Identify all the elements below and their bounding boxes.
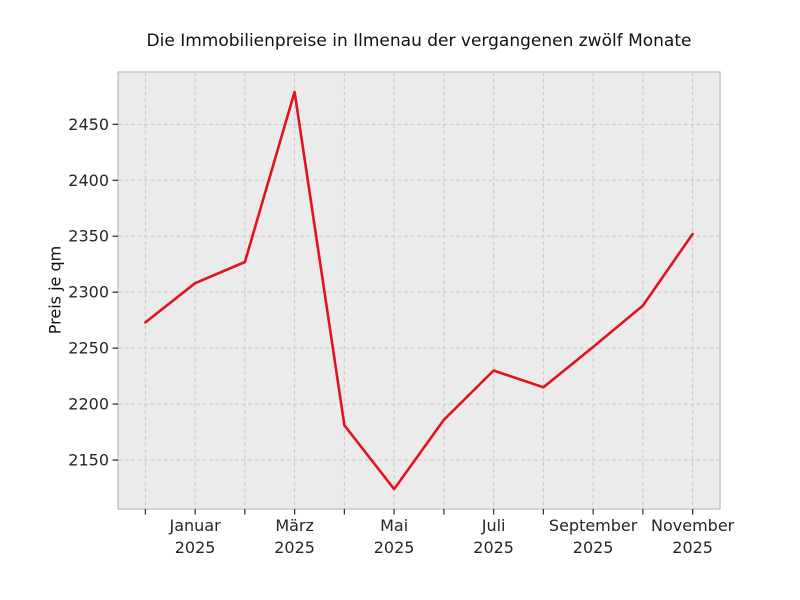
- plot-border: [117, 71, 721, 510]
- x-tick-label: November: [651, 516, 735, 535]
- x-tick-label: Juli: [481, 516, 506, 535]
- x-tick-label-year: 2025: [374, 538, 415, 557]
- y-tick-label: 2450: [68, 115, 109, 134]
- x-tick-label-year: 2025: [473, 538, 514, 557]
- y-tick-label: 2150: [68, 451, 109, 470]
- x-tick-label: März: [275, 516, 314, 535]
- y-tick-label: 2200: [68, 395, 109, 414]
- x-tick-label: Januar: [169, 516, 222, 535]
- x-tick-label: Mai: [380, 516, 408, 535]
- plot-background: [118, 72, 720, 509]
- y-tick-label: 2250: [68, 339, 109, 358]
- x-tick-label: September: [549, 516, 638, 535]
- x-tick-label-year: 2025: [672, 538, 713, 557]
- y-tick-label: 2400: [68, 171, 109, 190]
- x-tick-label-year: 2025: [573, 538, 614, 557]
- x-tick-label-year: 2025: [274, 538, 315, 557]
- y-tick-label: 2300: [68, 283, 109, 302]
- y-tick-label: 2350: [68, 227, 109, 246]
- x-tick-label-year: 2025: [175, 538, 216, 557]
- price-line: [144, 90, 694, 491]
- chart-title: Die Immobilienpreise in Ilmenau der verg…: [146, 31, 692, 51]
